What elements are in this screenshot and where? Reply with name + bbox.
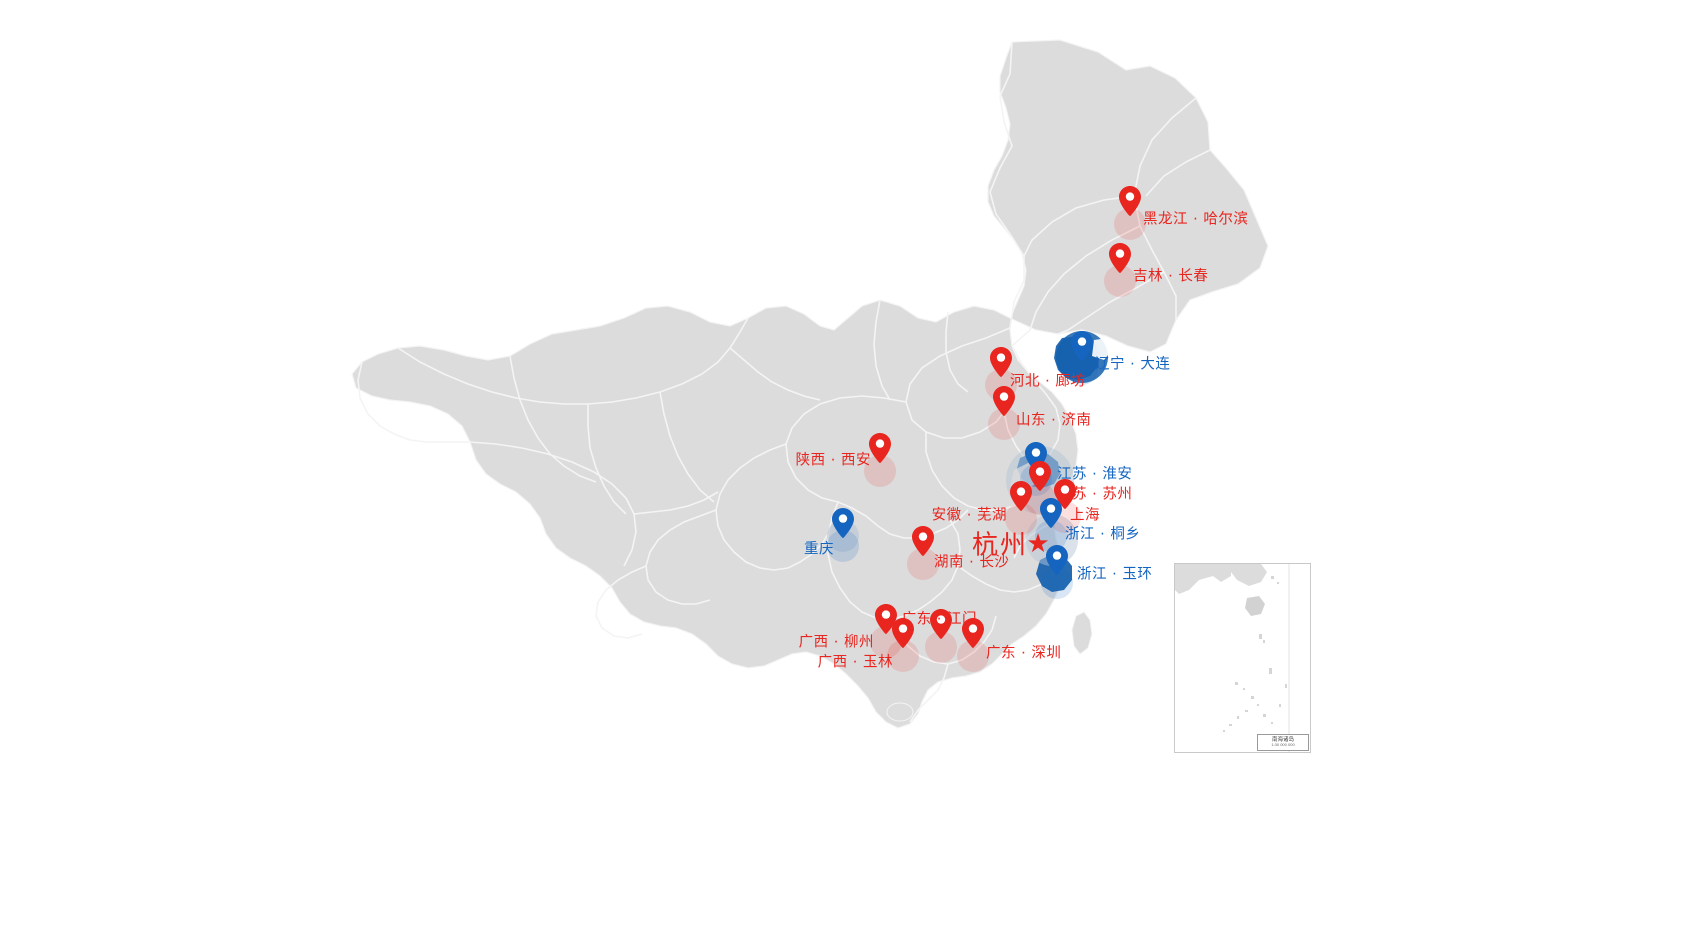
china-outline xyxy=(351,39,1269,729)
marker-pin-icon-jiangmen[interactable] xyxy=(930,609,952,639)
map-label-yuhuan[interactable]: 浙江 · 玉环 xyxy=(1077,566,1153,583)
inset-island-dots xyxy=(1223,576,1287,732)
hq-label-hangzhou: 杭州 xyxy=(971,530,1028,561)
marker-pin-icon-shenzhen[interactable] xyxy=(962,618,984,648)
map-label-dalian[interactable]: 辽宁 · 大连 xyxy=(1095,356,1171,373)
map-label-jiangmen[interactable]: 广东 · 江门 xyxy=(901,611,977,628)
marker-pin-icon-shanghai[interactable] xyxy=(1054,479,1076,509)
marker-pin-icon-liuzhou[interactable] xyxy=(875,604,897,634)
marker-pin-icon-yuhuan[interactable] xyxy=(1046,545,1068,575)
map-label-shenzhen[interactable]: 广东 · 深圳 xyxy=(986,645,1062,662)
map-label-changsha[interactable]: 湖南 · 长沙 xyxy=(934,554,1010,571)
marker-pin-icon-jinan[interactable] xyxy=(993,386,1015,416)
marker-pin-icon-xian[interactable] xyxy=(869,433,891,463)
map-label-changchun[interactable]: 吉林 · 长春 xyxy=(1133,268,1209,285)
landmass-group xyxy=(351,39,1269,729)
inset-mainland xyxy=(1175,564,1231,594)
marker-pin-icon-suzhou[interactable] xyxy=(1029,461,1051,491)
marker-pin-icon-changchun[interactable] xyxy=(1109,243,1131,273)
marker-pin-icon-tongxiang[interactable] xyxy=(1040,498,1062,528)
marker-pin-icon-yulin[interactable] xyxy=(892,618,914,648)
marker-pin-icon-changsha[interactable] xyxy=(912,526,934,556)
map-label-huaian[interactable]: 江苏 · 淮安 xyxy=(1057,466,1133,483)
marker-pin-icon-chongqing[interactable] xyxy=(832,508,854,538)
inset-scale-ratio: 1:30 000 000 xyxy=(1271,742,1295,748)
hq-star-icon: ★ xyxy=(1026,528,1050,558)
map-label-chongqing[interactable]: 重庆 xyxy=(804,541,834,558)
marker-pin-icon-wuhu[interactable] xyxy=(1010,481,1032,511)
inset-scale-box: 南海诸岛 1:30 000 000 xyxy=(1257,734,1309,751)
map-label-liuzhou[interactable]: 广西 · 柳州 xyxy=(798,634,874,651)
inset-scale-title: 南海诸岛 xyxy=(1271,737,1294,744)
map-label-jinan[interactable]: 山东 · 济南 xyxy=(1016,412,1092,429)
map-label-harbin[interactable]: 黑龙江 · 哈尔滨 xyxy=(1143,211,1249,228)
map-label-xian[interactable]: 陕西 · 西安 xyxy=(795,452,871,469)
marker-pin-icon-dalian[interactable] xyxy=(1071,331,1093,361)
inset-svg xyxy=(1175,564,1310,752)
map-label-tongxiang[interactable]: 浙江 · 桐乡 xyxy=(1065,526,1141,543)
hainan xyxy=(886,702,914,722)
south-china-sea-inset: 南海诸岛 1:30 000 000 xyxy=(1174,563,1311,753)
inset-coast xyxy=(1231,564,1267,586)
map-label-langfang[interactable]: 河北 · 廊坊 xyxy=(1010,373,1086,390)
map-label-wuhu[interactable]: 安徽 · 芜湖 xyxy=(931,507,1007,524)
inset-hainan xyxy=(1245,596,1265,616)
map-label-shanghai[interactable]: 上海 xyxy=(1070,507,1100,524)
map-label-yulin[interactable]: 广西 · 玉林 xyxy=(817,654,893,671)
marker-pin-icon-langfang[interactable] xyxy=(990,347,1012,377)
marker-pin-icon-harbin[interactable] xyxy=(1119,186,1141,216)
taiwan xyxy=(1071,611,1093,655)
